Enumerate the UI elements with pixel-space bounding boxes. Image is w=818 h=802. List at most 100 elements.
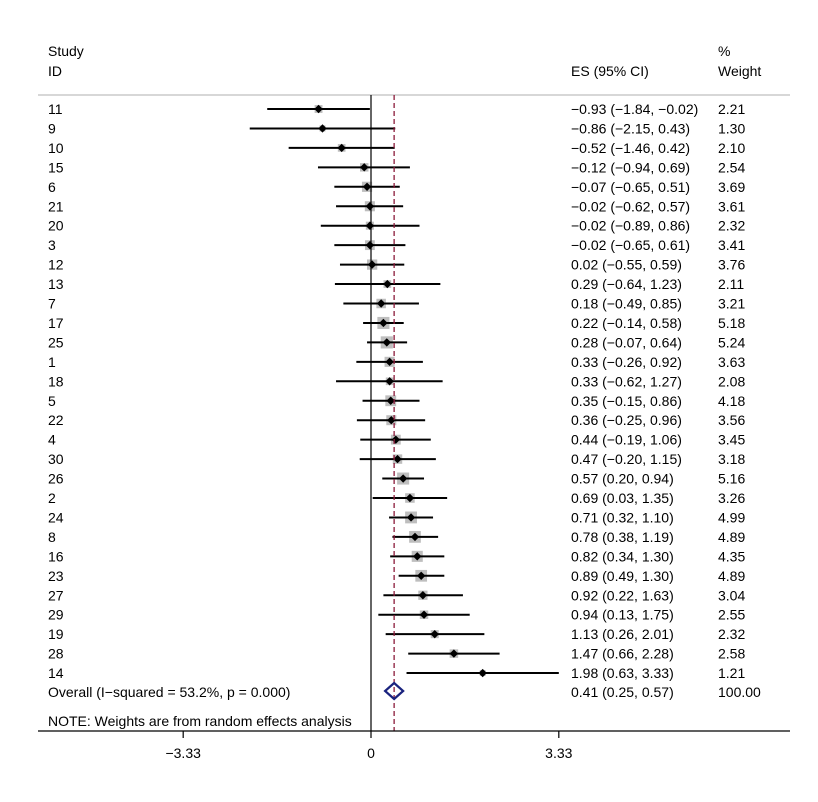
overall-weight-text: 100.00 [718,684,761,700]
study-row: 13 0.29 (−0.64, 1.23) 2.11 [48,276,744,292]
es-ci-text: 0.89 (0.49, 1.30) [571,568,674,584]
point-estimate [393,454,402,464]
weight-text: 3.56 [718,412,745,428]
study-id: 17 [48,315,64,331]
study-row: 17 0.22 (−0.14, 0.58) 5.18 [48,315,745,331]
point-estimate [367,260,377,269]
header-study: Study [48,43,84,59]
header-id: ID [48,63,62,79]
weight-text: 3.69 [718,179,745,195]
study-row: 23 0.89 (0.49, 1.30) 4.89 [48,568,745,584]
study-row: 15 −0.12 (−0.94, 0.69) 2.54 [48,159,745,175]
weight-text: 3.04 [718,587,745,603]
study-id: 7 [48,296,56,312]
es-ci-text: 0.82 (0.34, 1.30) [571,548,674,564]
study-id: 23 [48,568,64,584]
overall-es-text: 0.41 (0.25, 0.57) [571,684,674,700]
point-estimate [418,591,428,600]
overall-row: Overall (I−squared = 53.2%, p = 0.000) 0… [48,681,761,701]
study-id: 4 [48,432,56,448]
es-ci-text: −0.52 (−1.46, 0.42) [571,140,690,156]
point-estimate [314,104,323,114]
es-ci-text: −0.93 (−1.84, −0.02) [571,101,698,117]
es-ci-text: 1.98 (0.63, 3.33) [571,665,674,681]
study-id: 1 [48,354,56,370]
study-row: 7 0.18 (−0.49, 0.85) 3.21 [48,296,745,312]
study-row: 29 0.94 (0.13, 1.75) 2.55 [48,607,745,623]
point-estimate [387,416,396,425]
weight-text: 2.58 [718,646,745,662]
point-estimate [406,513,416,522]
point-estimate [449,649,459,658]
study-row: 18 0.33 (−0.62, 1.27) 2.08 [48,373,745,389]
study-row: 8 0.78 (0.38, 1.19) 4.89 [48,529,745,545]
es-ci-text: −0.02 (−0.62, 0.57) [571,198,690,214]
study-row: 30 0.47 (−0.20, 1.15) 3.18 [48,451,745,467]
study-id: 20 [48,218,64,234]
weight-text: 2.21 [718,101,745,117]
weight-text: 4.89 [718,529,745,545]
study-row: 10 −0.52 (−1.46, 0.42) 2.10 [48,140,745,156]
study-row: 21 −0.02 (−0.62, 0.57) 3.61 [48,198,745,214]
point-estimate [379,318,388,328]
es-ci-text: 0.94 (0.13, 1.75) [571,607,674,623]
study-id: 28 [48,646,64,662]
point-estimate [382,338,391,347]
study-row: 14 1.98 (0.63, 3.33) 1.21 [48,665,745,681]
point-estimate [376,299,386,308]
weight-text: 5.18 [718,315,745,331]
weight-text: 5.16 [718,471,745,487]
es-ci-text: 0.36 (−0.25, 0.96) [571,412,682,428]
study-row: 27 0.92 (0.22, 1.63) 3.04 [48,587,745,603]
weight-text: 3.41 [718,237,745,253]
overall-label: Overall (I−squared = 53.2%, p = 0.000) [48,684,290,700]
es-ci-text: −0.02 (−0.89, 0.86) [571,218,690,234]
study-row: 20 −0.02 (−0.89, 0.86) 2.32 [48,218,745,234]
study-row: 1 0.33 (−0.26, 0.92) 3.63 [48,354,745,370]
study-row: 5 0.35 (−0.15, 0.86) 4.18 [48,393,745,409]
header-weight: Weight [718,63,761,79]
study-id: 14 [48,665,64,681]
study-id: 11 [48,101,63,117]
es-ci-text: 0.57 (0.20, 0.94) [571,471,674,487]
point-estimate [383,279,392,289]
study-id: 19 [48,626,64,642]
weight-text: 2.08 [718,373,745,389]
study-id: 10 [48,140,64,156]
study-row: 11 −0.93 (−1.84, −0.02) 2.21 [48,101,745,117]
study-row: 25 0.28 (−0.07, 0.64) 5.24 [48,334,745,350]
study-row: 2 0.69 (0.03, 1.35) 3.26 [48,490,745,506]
header-weight-percent: % [718,43,730,59]
study-id: 29 [48,607,64,623]
es-ci-text: 0.33 (−0.62, 1.27) [571,373,682,389]
point-estimate [405,493,415,503]
study-id: 22 [48,412,64,428]
weight-text: 1.30 [718,120,745,136]
es-ci-text: −0.86 (−2.15, 0.43) [571,120,690,136]
weight-text: 4.99 [718,509,745,525]
weight-text: 3.63 [718,354,745,370]
point-estimate [337,143,346,153]
study-id: 13 [48,276,64,292]
weights-note: NOTE: Weights are from random effects an… [48,713,352,729]
point-estimate [430,629,439,639]
point-estimate [410,532,420,542]
weight-text: 2.11 [718,276,744,292]
study-row: 26 0.57 (0.20, 0.94) 5.16 [48,471,745,487]
study-id: 6 [48,179,56,195]
point-estimate [419,610,429,619]
es-ci-text: −0.02 (−0.65, 0.61) [571,237,690,253]
study-id: 27 [48,587,64,603]
study-row: 9 −0.86 (−2.15, 0.43) 1.30 [48,120,745,136]
study-rows: 11 −0.93 (−1.84, −0.02) 2.21 9 −0.86 (−2.15,… [48,101,745,681]
weight-text: 4.89 [718,568,745,584]
point-estimate [362,182,372,191]
study-row: 16 0.82 (0.34, 1.30) 4.35 [48,548,745,564]
weight-text: 3.61 [718,198,745,214]
weight-text: 3.76 [718,257,745,273]
es-ci-text: 0.69 (0.03, 1.35) [571,490,674,506]
es-ci-text: 0.02 (−0.55, 0.59) [571,257,682,273]
weight-text: 2.32 [718,218,745,234]
point-estimate [385,377,394,386]
weight-text: 5.24 [718,334,745,350]
